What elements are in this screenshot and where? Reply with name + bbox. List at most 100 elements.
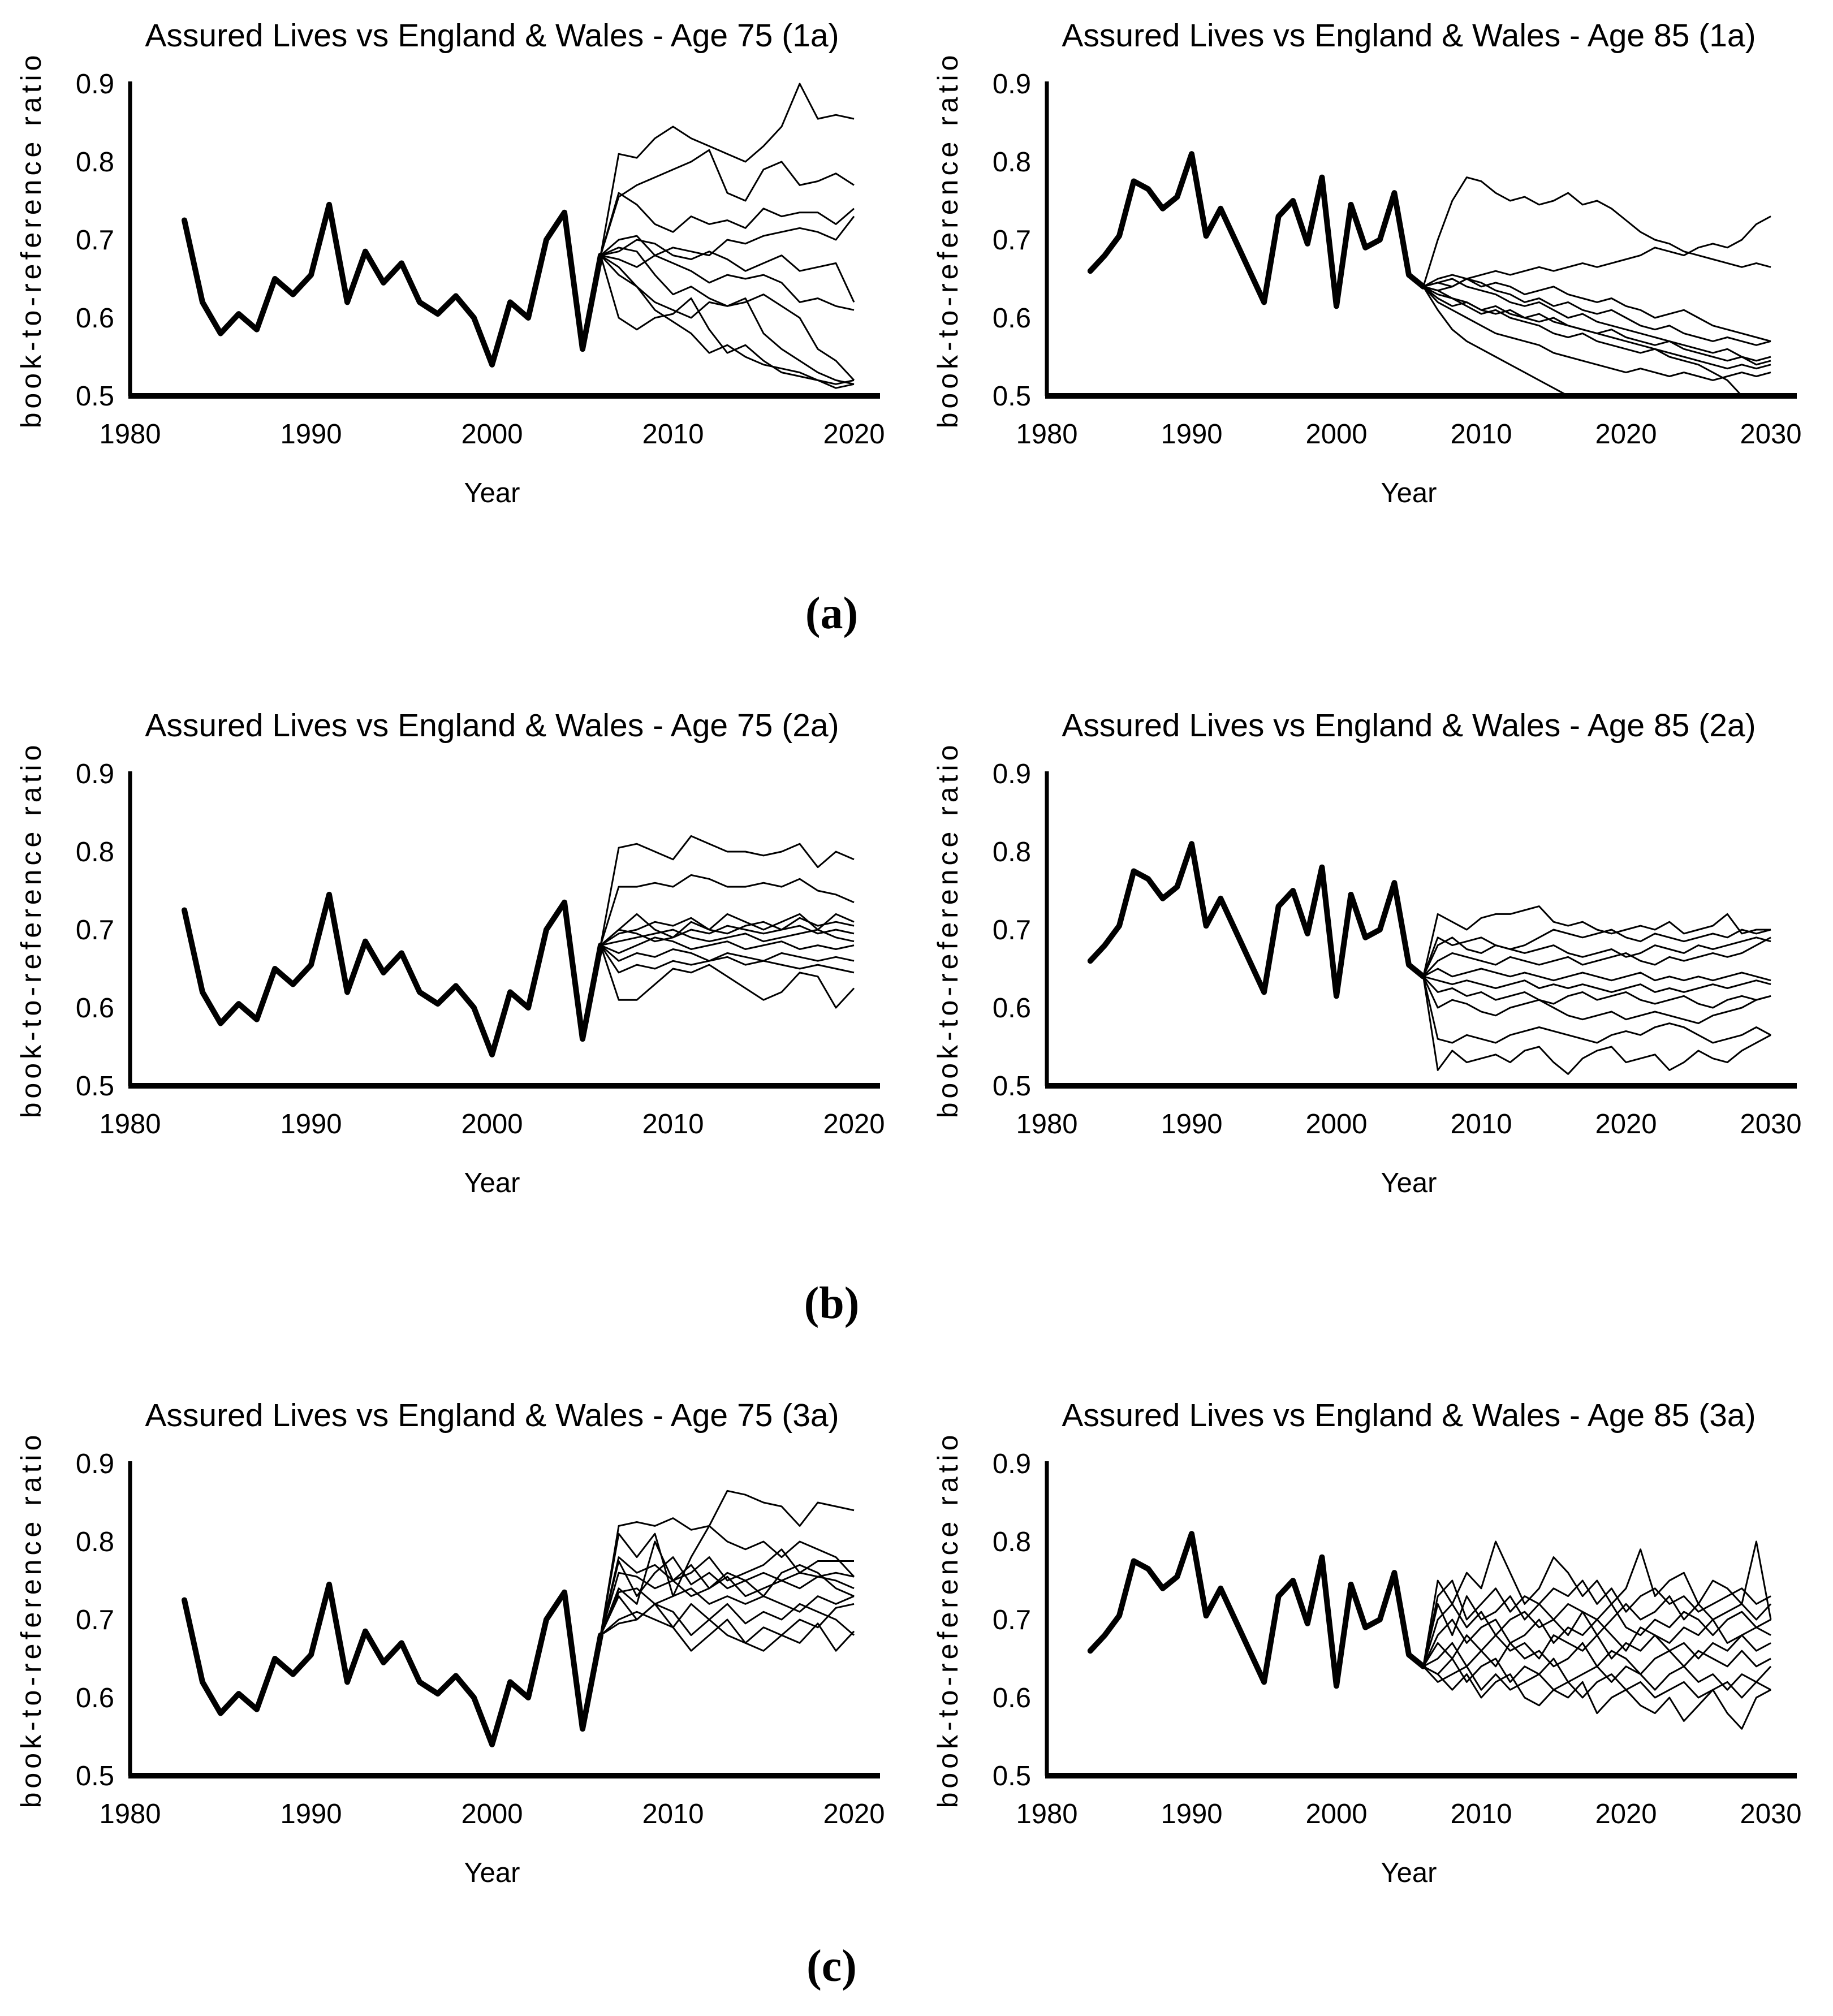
y-tick-label: 0.8 xyxy=(76,147,114,178)
x-tick-label: 2010 xyxy=(642,1109,704,1139)
simulation-line-2 xyxy=(600,149,855,256)
simulation-line-8 xyxy=(1422,286,1771,397)
simulation-line-10 xyxy=(1422,976,1771,1075)
simulation-line-2 xyxy=(1422,1579,1771,1667)
figure-label-a-text: (a) xyxy=(805,589,859,638)
simulation-line-10 xyxy=(600,254,855,389)
simulation-line-9 xyxy=(1422,286,1771,397)
y-tick-label: 0.8 xyxy=(76,837,114,867)
x-tick-label: 1980 xyxy=(1016,1109,1077,1139)
x-tick-label: 1980 xyxy=(1016,419,1077,450)
x-tick-label: 2010 xyxy=(642,419,704,450)
x-tick-label: 1980 xyxy=(99,1109,161,1139)
y-axis-label: book-to-reference ratio xyxy=(15,1431,47,1808)
simulation-line-3 xyxy=(1422,274,1771,342)
history-line xyxy=(1087,841,1426,999)
x-tick-label: 1980 xyxy=(99,1799,161,1829)
simulation-line-9 xyxy=(600,1603,855,1644)
y-tick-label: 0.5 xyxy=(992,1761,1030,1791)
simulation-line-1 xyxy=(1422,1540,1771,1667)
y-tick-label: 0.7 xyxy=(992,915,1030,946)
simulation-line-7 xyxy=(1422,286,1771,381)
chart-title: Assured Lives vs England & Wales - Age 7… xyxy=(145,1397,839,1434)
simulation-line-9 xyxy=(600,255,855,385)
history-line xyxy=(1087,1531,1426,1689)
figure-label-c-text: (c) xyxy=(806,1941,857,1991)
simulation-line-6 xyxy=(600,1540,855,1636)
simulation-line-7 xyxy=(600,944,855,962)
chart-panel-age75-2a: Assured Lives vs England & Wales - Age 7… xyxy=(0,690,916,1227)
simulation-line-2 xyxy=(600,1525,855,1635)
x-tick-label: 2000 xyxy=(461,419,523,450)
x-tick-label: 2000 xyxy=(1305,419,1367,450)
history-line xyxy=(1087,151,1426,309)
x-tick-label: 2010 xyxy=(1450,1799,1512,1829)
chart-title: Assured Lives vs England & Wales - Age 8… xyxy=(1062,18,1756,54)
y-tick-label: 0.6 xyxy=(76,303,114,334)
simulation-line-5 xyxy=(600,929,855,947)
simulation-line-4 xyxy=(1422,278,1771,346)
y-tick-label: 0.8 xyxy=(76,1527,114,1557)
simulation-line-9 xyxy=(600,944,855,974)
simulation-line-1 xyxy=(1422,905,1771,977)
y-tick-label: 0.9 xyxy=(76,759,114,789)
y-tick-label: 0.9 xyxy=(992,1449,1030,1479)
x-tick-label: 1990 xyxy=(280,1109,342,1139)
x-tick-label: 2000 xyxy=(461,1799,523,1829)
chart-age75-1a: Assured Lives vs England & Wales - Age 7… xyxy=(15,18,885,508)
simulation-line-1 xyxy=(1422,176,1771,287)
chart-age85-1a: Assured Lives vs England & Wales - Age 8… xyxy=(932,18,1802,508)
y-tick-label: 0.8 xyxy=(992,147,1030,178)
x-axis-label: Year xyxy=(1381,1168,1437,1198)
simulation-line-9 xyxy=(1422,976,1771,1044)
simulation-line-4 xyxy=(1422,936,1771,977)
x-tick-label: 2010 xyxy=(1450,419,1512,450)
history-line xyxy=(182,891,603,1057)
y-axis-label: book-to-reference ratio xyxy=(932,51,964,429)
simulation-line-5 xyxy=(600,239,855,303)
y-axis-label: book-to-reference ratio xyxy=(932,741,964,1119)
y-tick-label: 0.6 xyxy=(992,303,1030,334)
simulation-line-2 xyxy=(600,874,855,946)
simulation-line-4 xyxy=(600,215,855,257)
x-tick-label: 2030 xyxy=(1740,1109,1801,1139)
y-tick-label: 0.6 xyxy=(76,1683,114,1713)
chart-age85-3a: Assured Lives vs England & Wales - Age 8… xyxy=(932,1397,1802,1888)
simulation-line-7 xyxy=(1422,975,1771,1009)
y-axis-label: book-to-reference ratio xyxy=(932,1431,964,1808)
chart-panel-age85-1a: Assured Lives vs England & Wales - Age 8… xyxy=(917,0,1833,537)
x-tick-label: 2000 xyxy=(461,1109,523,1139)
simulation-line-3 xyxy=(600,1548,854,1635)
x-tick-label: 2010 xyxy=(1450,1109,1512,1139)
chart-panel-age85-3a: Assured Lives vs England & Wales - Age 8… xyxy=(917,1380,1833,1917)
simulation-line-8 xyxy=(600,254,855,385)
simulation-line-10 xyxy=(600,1603,855,1652)
figure-label-b-text: (b) xyxy=(804,1279,860,1328)
y-tick-label: 0.9 xyxy=(76,1449,114,1479)
simulation-line-6 xyxy=(1422,975,1771,993)
y-tick-label: 0.8 xyxy=(992,837,1030,867)
x-tick-label: 1990 xyxy=(280,1799,342,1829)
simulation-line-2 xyxy=(1422,215,1771,288)
chart-age85-2a: Assured Lives vs England & Wales - Age 8… xyxy=(932,707,1802,1198)
x-tick-label: 2020 xyxy=(823,1799,885,1829)
simulation-line-8 xyxy=(1422,1657,1771,1691)
x-tick-label: 2020 xyxy=(1595,1109,1657,1139)
x-axis-label: Year xyxy=(464,1168,520,1198)
x-axis-label: Year xyxy=(1381,1858,1437,1888)
figure-label-b: (b) xyxy=(0,1227,1748,1380)
simulation-line-4 xyxy=(600,1556,855,1635)
y-tick-label: 0.9 xyxy=(992,69,1030,100)
x-tick-label: 2020 xyxy=(823,419,885,450)
y-tick-label: 0.9 xyxy=(76,69,114,100)
simulation-line-1 xyxy=(600,835,855,946)
x-tick-label: 1990 xyxy=(1161,1799,1222,1829)
simulation-line-5 xyxy=(1422,278,1771,362)
chart-age75-2a: Assured Lives vs England & Wales - Age 7… xyxy=(15,707,885,1198)
y-axis-label: book-to-reference ratio xyxy=(15,741,47,1119)
x-tick-label: 1990 xyxy=(1161,1109,1222,1139)
x-axis-label: Year xyxy=(1381,478,1437,508)
x-tick-label: 2010 xyxy=(642,1799,704,1829)
y-axis-label: book-to-reference ratio xyxy=(15,51,47,429)
